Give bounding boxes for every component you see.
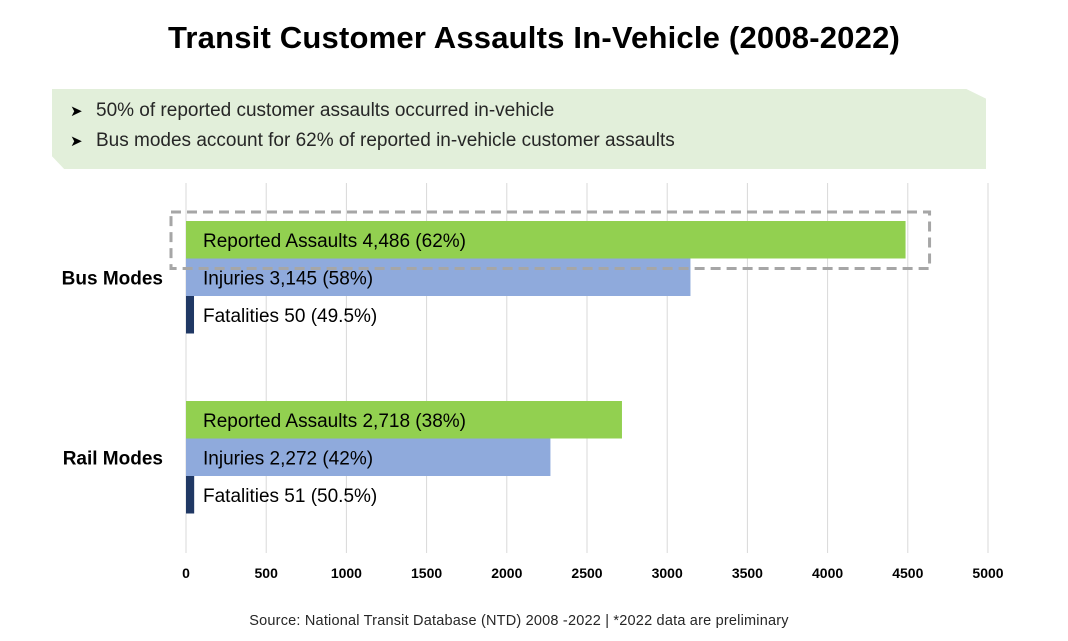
x-tick-label: 0 bbox=[182, 565, 190, 581]
chart-title: Transit Customer Assaults In-Vehicle (20… bbox=[167, 20, 901, 55]
bar-data-label: Fatalities 50 (49.5%) bbox=[203, 306, 377, 327]
bar-data-label: Injuries 3,145 (58%) bbox=[203, 268, 373, 289]
source-note: Source: National Transit Database (NTD) … bbox=[249, 613, 789, 629]
arrow-bullet-icon: ➤ bbox=[70, 133, 83, 150]
finding-text: 50% of reported customer assaults occurr… bbox=[96, 100, 555, 121]
x-tick-label: 3000 bbox=[652, 565, 683, 581]
finding-text: Bus modes account for 62% of reported in… bbox=[96, 130, 675, 151]
finding-item: ➤ 50% of reported customer assaults occu… bbox=[70, 100, 554, 122]
bar-data-label: Reported Assaults 4,486 (62%) bbox=[203, 231, 466, 252]
bar-reported-assaults bbox=[186, 221, 906, 259]
x-tick-label: 5000 bbox=[972, 565, 1003, 581]
category-label: Rail Modes bbox=[63, 448, 163, 469]
bar-injuries bbox=[186, 438, 551, 476]
bar-data-label: Injuries 2,272 (42%) bbox=[203, 448, 373, 469]
x-tick-label: 4000 bbox=[812, 565, 843, 581]
bar-fatalities bbox=[186, 476, 195, 514]
bar-fatalities bbox=[186, 296, 195, 334]
x-tick-label: 1500 bbox=[411, 565, 442, 581]
x-tick-label: 1000 bbox=[331, 565, 362, 581]
x-tick-label: 500 bbox=[255, 565, 279, 581]
highlight-dashed-box bbox=[169, 210, 932, 270]
category-label: Bus Modes bbox=[62, 268, 163, 289]
key-findings-callout: ➤ 50% of reported customer assaults occu… bbox=[52, 89, 986, 169]
x-tick-label: 4500 bbox=[892, 565, 923, 581]
x-tick-label: 2000 bbox=[491, 565, 522, 581]
arrow-bullet-icon: ➤ bbox=[70, 103, 83, 120]
bar-reported-assaults bbox=[186, 401, 622, 439]
bar-injuries bbox=[186, 258, 691, 296]
x-tick-label: 3500 bbox=[732, 565, 763, 581]
bar-data-label: Fatalities 51 (50.5%) bbox=[203, 486, 377, 507]
finding-item: ➤ Bus modes account for 62% of reported … bbox=[70, 130, 675, 152]
x-tick-label: 2500 bbox=[571, 565, 602, 581]
bar-data-label: Reported Assaults 2,718 (38%) bbox=[203, 411, 466, 432]
